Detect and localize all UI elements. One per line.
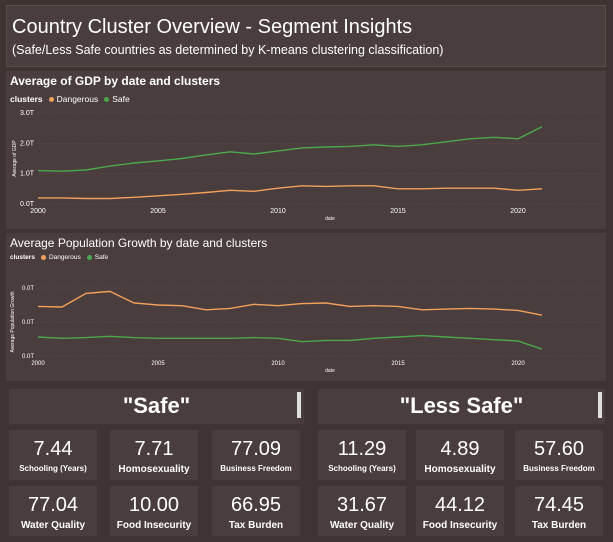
y-tick-label: 0.0T xyxy=(22,354,34,360)
x-tick-label: 2015 xyxy=(390,208,406,215)
card-value: 31.67 xyxy=(336,494,388,516)
card-label: Food Insecurity xyxy=(422,520,498,531)
legend-title: clusters xyxy=(10,254,35,261)
y-axis-label: Average of GDP xyxy=(12,140,18,177)
card-value: 77.04 xyxy=(27,494,79,516)
card-label: Schooling (Years) xyxy=(328,464,396,473)
scrollbar[interactable] xyxy=(297,392,301,418)
gdp-chart-legend[interactable]: clusters Dangerous Safe xyxy=(10,94,130,104)
card-label: Food Insecurity xyxy=(116,520,192,531)
x-axis-label: date xyxy=(325,368,335,374)
card-value: 77.09 xyxy=(230,438,282,460)
card-label: Homosexuality xyxy=(424,464,496,475)
page-subtitle: (Safe/Less Safe countries as determined … xyxy=(12,43,444,57)
x-tick-label: 2010 xyxy=(271,361,285,367)
x-axis-label: date xyxy=(325,216,335,222)
x-tick-label: 2000 xyxy=(31,361,45,367)
legend-safe-swatch xyxy=(104,96,110,102)
legend-dangerous-label: Dangerous xyxy=(48,254,81,261)
popgrowth-chart-legend[interactable]: clusters Dangerous Safe xyxy=(10,254,108,261)
card-label: Tax Burden xyxy=(531,520,587,531)
gdp-chart-panel[interactable]: 0.0T 1.0T 2.0T 3.0T 2000 2005 2010 2015 2020 date… xyxy=(6,71,606,229)
card-value: 10.00 xyxy=(128,494,180,516)
legend-dangerous-label: Dangerous xyxy=(56,94,99,104)
safe-card-tax-burden[interactable]: 66.95 Tax Burden xyxy=(212,486,300,536)
page-title: Country Cluster Overview - Segment Insig… xyxy=(12,16,413,38)
y-tick-label: 0.0T xyxy=(22,320,34,326)
series-line-dangerous xyxy=(37,290,543,316)
x-tick-label: 2005 xyxy=(150,208,166,215)
title-panel: Country Cluster Overview - Segment Insig… xyxy=(6,5,606,67)
y-tick-label: 0.0T xyxy=(22,286,34,292)
card-value: 74.45 xyxy=(533,494,585,516)
popgrowth-chart-title: Average Population Growth by date and cl… xyxy=(10,236,268,250)
y-tick-label: 2.0T xyxy=(20,140,35,147)
card-label: Homosexuality xyxy=(118,464,190,475)
series-line-safe xyxy=(37,126,543,172)
less-safe-card-homosexuality[interactable]: 4.89 Homosexuality xyxy=(416,430,504,480)
x-tick-label: 2020 xyxy=(511,361,525,367)
safe-segment-label: "Safe" xyxy=(122,393,191,418)
x-tick-label: 2020 xyxy=(510,208,526,215)
gdp-chart-title: Average of GDP by date and clusters xyxy=(10,74,221,88)
less-safe-card-schooling[interactable]: 11.29 Schooling (Years) xyxy=(318,430,406,480)
less-safe-card-food-insecurity[interactable]: 44.12 Food Insecurity xyxy=(416,486,504,536)
x-tick-label: 2000 xyxy=(30,208,46,215)
safe-segment-header[interactable]: "Safe" xyxy=(9,389,304,424)
x-tick-label: 2005 xyxy=(151,361,165,367)
less-safe-card-tax-burden[interactable]: 74.45 Tax Burden xyxy=(515,486,603,536)
y-tick-label: 1.0T xyxy=(20,171,35,178)
gdp-line-chart: 0.0T 1.0T 2.0T 3.0T 2000 2005 2010 2015 2020 date… xyxy=(12,110,602,222)
legend-dangerous-swatch xyxy=(40,255,46,260)
y-tick-label: 0.0T xyxy=(20,201,35,208)
card-label: Water Quality xyxy=(329,520,395,531)
y-axis-label: Average Population Growth xyxy=(10,291,16,352)
card-label: Schooling (Years) xyxy=(19,464,87,473)
card-label: Business Freedom xyxy=(523,464,595,473)
card-label: Tax Burden xyxy=(228,520,284,531)
card-value: 11.29 xyxy=(337,438,387,460)
series-line-safe xyxy=(37,334,543,350)
card-value: 66.95 xyxy=(230,494,282,516)
legend-dangerous-swatch xyxy=(48,96,54,102)
card-value: 7.71 xyxy=(134,438,174,460)
x-tick-label: 2015 xyxy=(391,361,405,367)
legend-safe-swatch xyxy=(86,255,92,260)
series-line-dangerous xyxy=(38,185,543,200)
less-safe-card-business-freedom[interactable]: 57.60 Business Freedom xyxy=(515,430,603,480)
card-value: 7.44 xyxy=(33,438,73,460)
card-value: 4.89 xyxy=(440,438,480,460)
x-tick-label: 2010 xyxy=(270,208,286,215)
legend-title: clusters xyxy=(10,94,43,104)
card-label: Water Quality xyxy=(20,520,86,531)
card-label: Business Freedom xyxy=(220,464,292,473)
safe-card-business-freedom[interactable]: 77.09 Business Freedom xyxy=(212,430,300,480)
less-safe-segment-label: "Less Safe" xyxy=(399,393,524,418)
safe-card-water-quality[interactable]: 77.04 Water Quality xyxy=(9,486,97,536)
less-safe-segment-header[interactable]: "Less Safe" xyxy=(318,389,605,424)
popgrowth-chart-panel[interactable]: 0.0T 0.0T 0.0T 2000 2005 2010 2015 2020 date Aver… xyxy=(6,233,606,381)
legend-safe-label: Safe xyxy=(112,94,130,104)
y-tick-label: 3.0T xyxy=(20,110,35,117)
scrollbar[interactable] xyxy=(598,392,602,418)
legend-safe-label: Safe xyxy=(94,254,109,261)
card-value: 44.12 xyxy=(434,494,486,516)
less-safe-card-water-quality[interactable]: 31.67 Water Quality xyxy=(318,486,406,536)
safe-card-food-insecurity[interactable]: 10.00 Food Insecurity xyxy=(110,486,198,536)
card-value: 57.60 xyxy=(533,438,585,460)
safe-card-homosexuality[interactable]: 7.71 Homosexuality xyxy=(110,430,198,480)
safe-card-schooling[interactable]: 7.44 Schooling (Years) xyxy=(9,430,97,480)
